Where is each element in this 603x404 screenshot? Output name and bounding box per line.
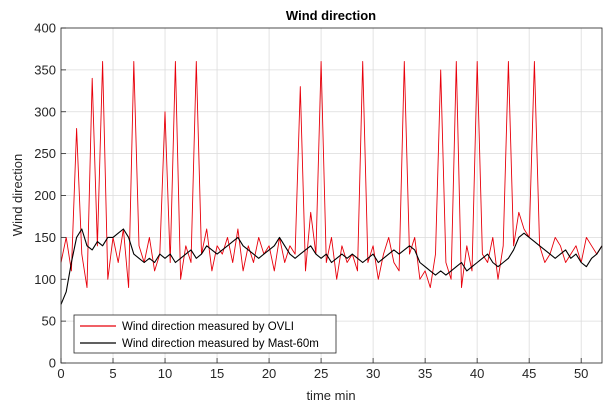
x-tick-label: 35 (418, 366, 432, 381)
x-tick-label: 0 (57, 366, 64, 381)
legend: Wind direction measured by OVLI Wind dir… (73, 314, 337, 354)
series-layer (60, 61, 603, 305)
y-tick-label: 300 (34, 104, 56, 119)
y-tick-label: 400 (34, 21, 56, 36)
y-tick-label: 50 (42, 314, 56, 329)
y-tick-label: 0 (49, 356, 56, 371)
axis-ticks: 0 5 10 15 20 25 30 35 40 45 50 0 50 100 150 200 250 300 35… (34, 21, 588, 382)
x-tick-label: 10 (158, 366, 172, 381)
y-tick-label: 200 (34, 188, 56, 203)
x-tick-label: 40 (470, 366, 484, 381)
y-axis-label: Wind direction (10, 154, 25, 236)
x-tick-label: 25 (314, 366, 328, 381)
y-tick-label: 250 (34, 146, 56, 161)
series-line-mast (60, 228, 603, 305)
legend-label-ovli: Wind direction measured by OVLI (122, 321, 294, 333)
y-tick-label: 150 (34, 230, 56, 245)
x-tick-label: 20 (262, 366, 276, 381)
chart-title: Wind direction (286, 8, 376, 23)
x-tick-label: 45 (522, 366, 536, 381)
x-tick-label: 30 (366, 366, 380, 381)
legend-label-mast: Wind direction measured by Mast-60m (122, 338, 319, 350)
series-line-ovli (60, 61, 603, 289)
x-tick-label: 15 (210, 366, 224, 381)
y-tick-label: 100 (34, 272, 56, 287)
x-axis-label: time min (306, 388, 355, 403)
legend-box (73, 314, 337, 354)
x-tick-label: 5 (109, 366, 116, 381)
x-tick-label: 50 (574, 366, 588, 381)
y-tick-label: 350 (34, 62, 56, 77)
